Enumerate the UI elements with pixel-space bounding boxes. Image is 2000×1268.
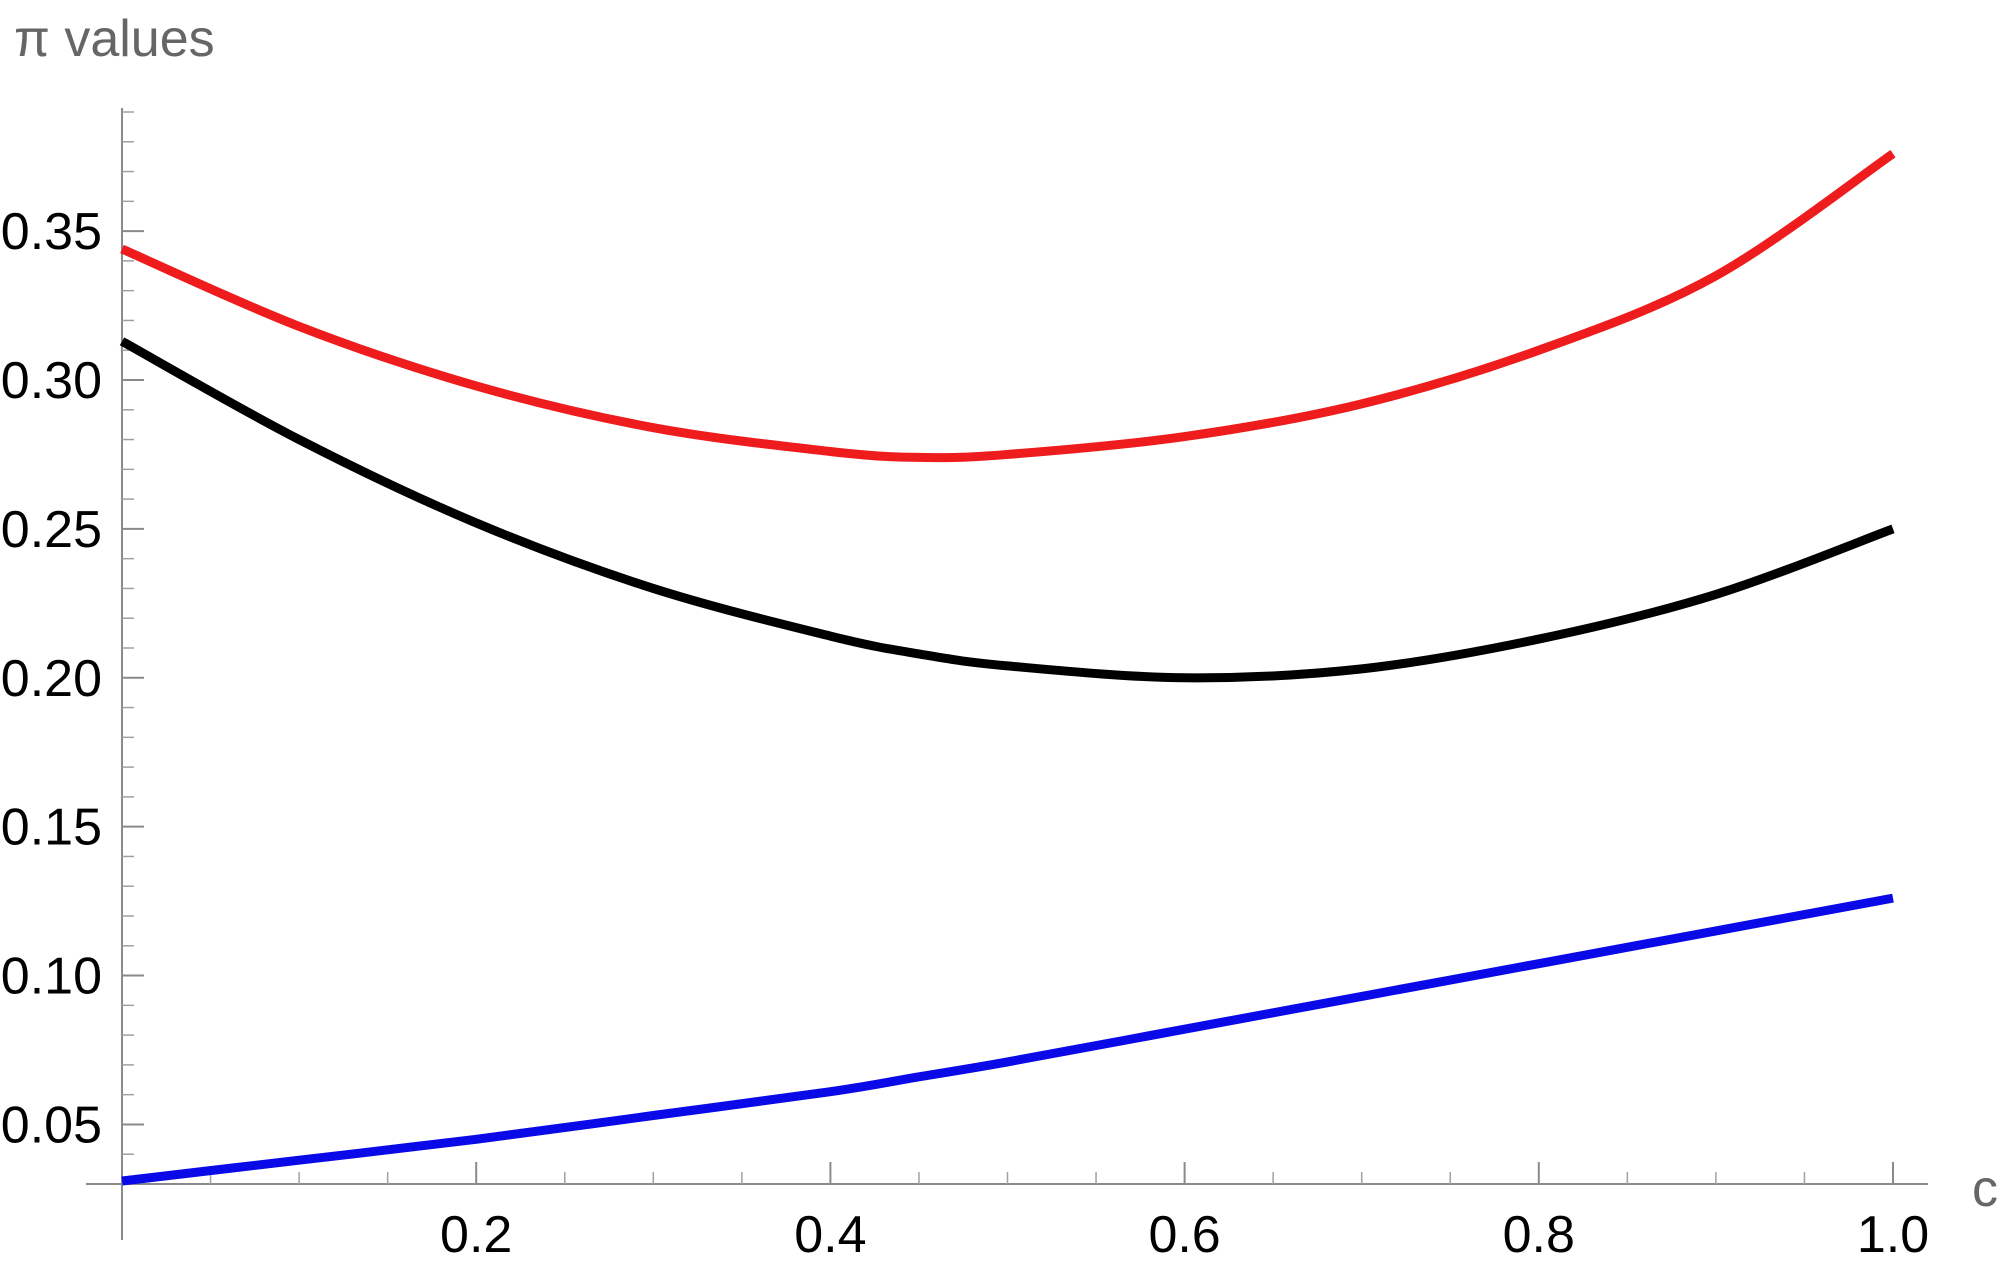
axes — [86, 108, 1928, 1240]
y-tick-label: 0.35 — [1, 203, 102, 261]
x-tick-label: 0.2 — [440, 1206, 512, 1264]
tick-labels: 0.2 0.4 0.6 0.8 1.0 0.05 0.10 0.15 0.20 0.25 0.30 0… — [1, 203, 1929, 1264]
plot-area — [119, 149, 1896, 1186]
y-axis-label: π values — [14, 10, 215, 68]
x-axis-label: c — [1972, 1160, 1998, 1218]
series-line-red — [120, 149, 1896, 463]
x-tick-label: 0.4 — [794, 1206, 866, 1264]
y-tick-label: 0.05 — [1, 1096, 102, 1154]
y-tick-label: 0.30 — [1, 352, 102, 410]
y-tick-label: 0.20 — [1, 650, 102, 708]
series-line-black — [119, 337, 1895, 683]
x-tick-label: 1.0 — [1857, 1206, 1929, 1264]
x-tick-label: 0.8 — [1503, 1206, 1575, 1264]
y-tick-label: 0.10 — [1, 948, 102, 1006]
x-tick-label: 0.6 — [1148, 1206, 1220, 1264]
y-tick-label: 0.15 — [1, 799, 102, 857]
series-line-blue — [121, 893, 1894, 1186]
y-tick-label: 0.25 — [1, 501, 102, 559]
